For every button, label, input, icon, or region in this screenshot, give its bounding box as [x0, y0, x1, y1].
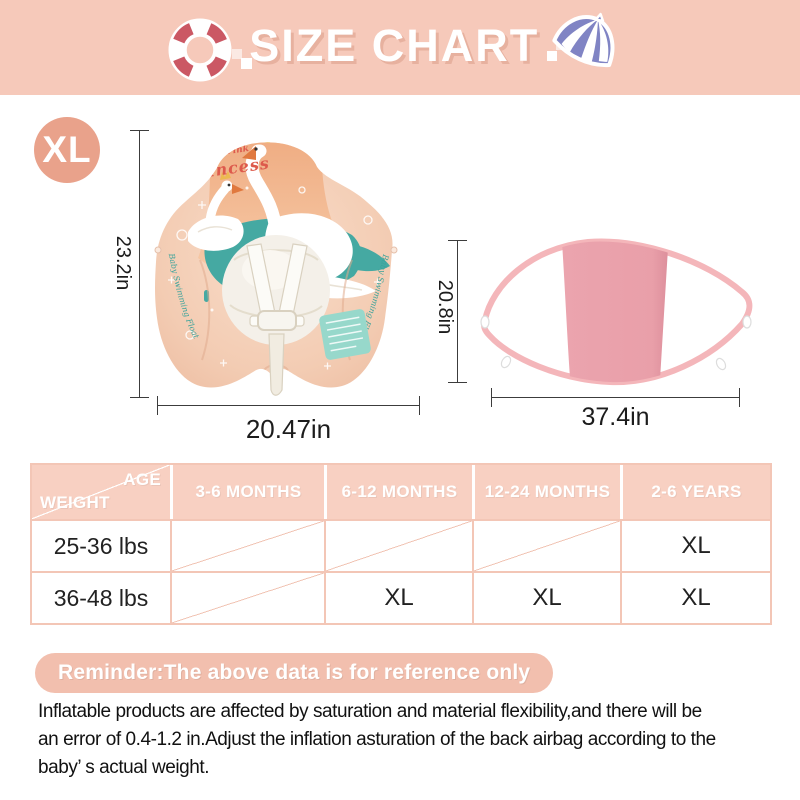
disclaimer-line: Inflatable products are affected by satu… — [38, 701, 702, 722]
lifebuoy-icon — [168, 18, 232, 82]
pixel-decoration — [547, 51, 557, 61]
airbag-height-label: 20.8in — [434, 279, 456, 335]
column-header-2-6-years: 2-6 YEARS — [620, 465, 770, 519]
valve-nub — [390, 246, 398, 254]
airbag-center-panel — [562, 241, 668, 383]
size-chart-table: AGE WEIGHT 3-6 MONTHS 6-12 MONTHS 12-24 … — [30, 463, 772, 625]
page-title: SIZE CHART — [249, 20, 540, 71]
beach-umbrella-icon — [552, 12, 615, 68]
table-cell: XL — [324, 571, 472, 623]
table-cell: XL — [620, 571, 770, 623]
table-cell — [324, 519, 472, 571]
table-cell — [170, 571, 324, 623]
airbag-clips — [480, 315, 752, 371]
valve-nub — [154, 246, 162, 254]
table-cell — [472, 519, 620, 571]
airbag-width-label: 37.4in — [581, 403, 650, 431]
float-width-label: 20.47in — [245, 414, 332, 444]
corner-age-label: AGE — [123, 470, 161, 489]
float-width-dimension-line — [157, 396, 420, 415]
pixel-decoration — [241, 58, 252, 69]
table-corner-cell: AGE WEIGHT — [32, 465, 170, 519]
size-badge: XL — [34, 117, 100, 183]
float-height-dimension-line — [130, 130, 149, 398]
table-cell — [170, 519, 324, 571]
corner-weight-label: WEIGHT — [40, 493, 110, 512]
table-cell: XL — [472, 571, 620, 623]
disclaimer-line: baby’ s actual weight. — [38, 757, 210, 778]
weight-row-label: 36-48 lbs — [32, 571, 170, 623]
column-header-12-24-months: 12-24 MONTHS — [472, 465, 620, 519]
reminder-banner: Reminder:The above data is for reference… — [35, 653, 554, 693]
airbag-width-dimension-line — [491, 388, 740, 407]
table-cell: XL — [620, 519, 770, 571]
column-header-3-6-months: 3-6 MONTHS — [170, 465, 324, 519]
disclaimer-text: Inflatable products are affected by satu… — [38, 698, 788, 782]
safety-straps — [246, 243, 308, 396]
header-banner: SIZE CHART — [0, 0, 800, 95]
weight-row-label: 25-36 lbs — [32, 519, 170, 571]
airbag-illustration — [480, 238, 753, 386]
disclaimer-line: an error of 0.4-1.2 in.Adjust the inflat… — [38, 729, 716, 750]
column-header-6-12-months: 6-12 MONTHS — [324, 465, 472, 519]
float-height-label: 23.2in — [112, 235, 134, 291]
float-illustration: The Pink Princess — [154, 142, 398, 396]
small-swan-illustration — [188, 171, 244, 251]
pixel-decoration — [232, 49, 242, 59]
care-label — [319, 309, 371, 360]
airbag-height-dimension-line — [448, 240, 467, 383]
